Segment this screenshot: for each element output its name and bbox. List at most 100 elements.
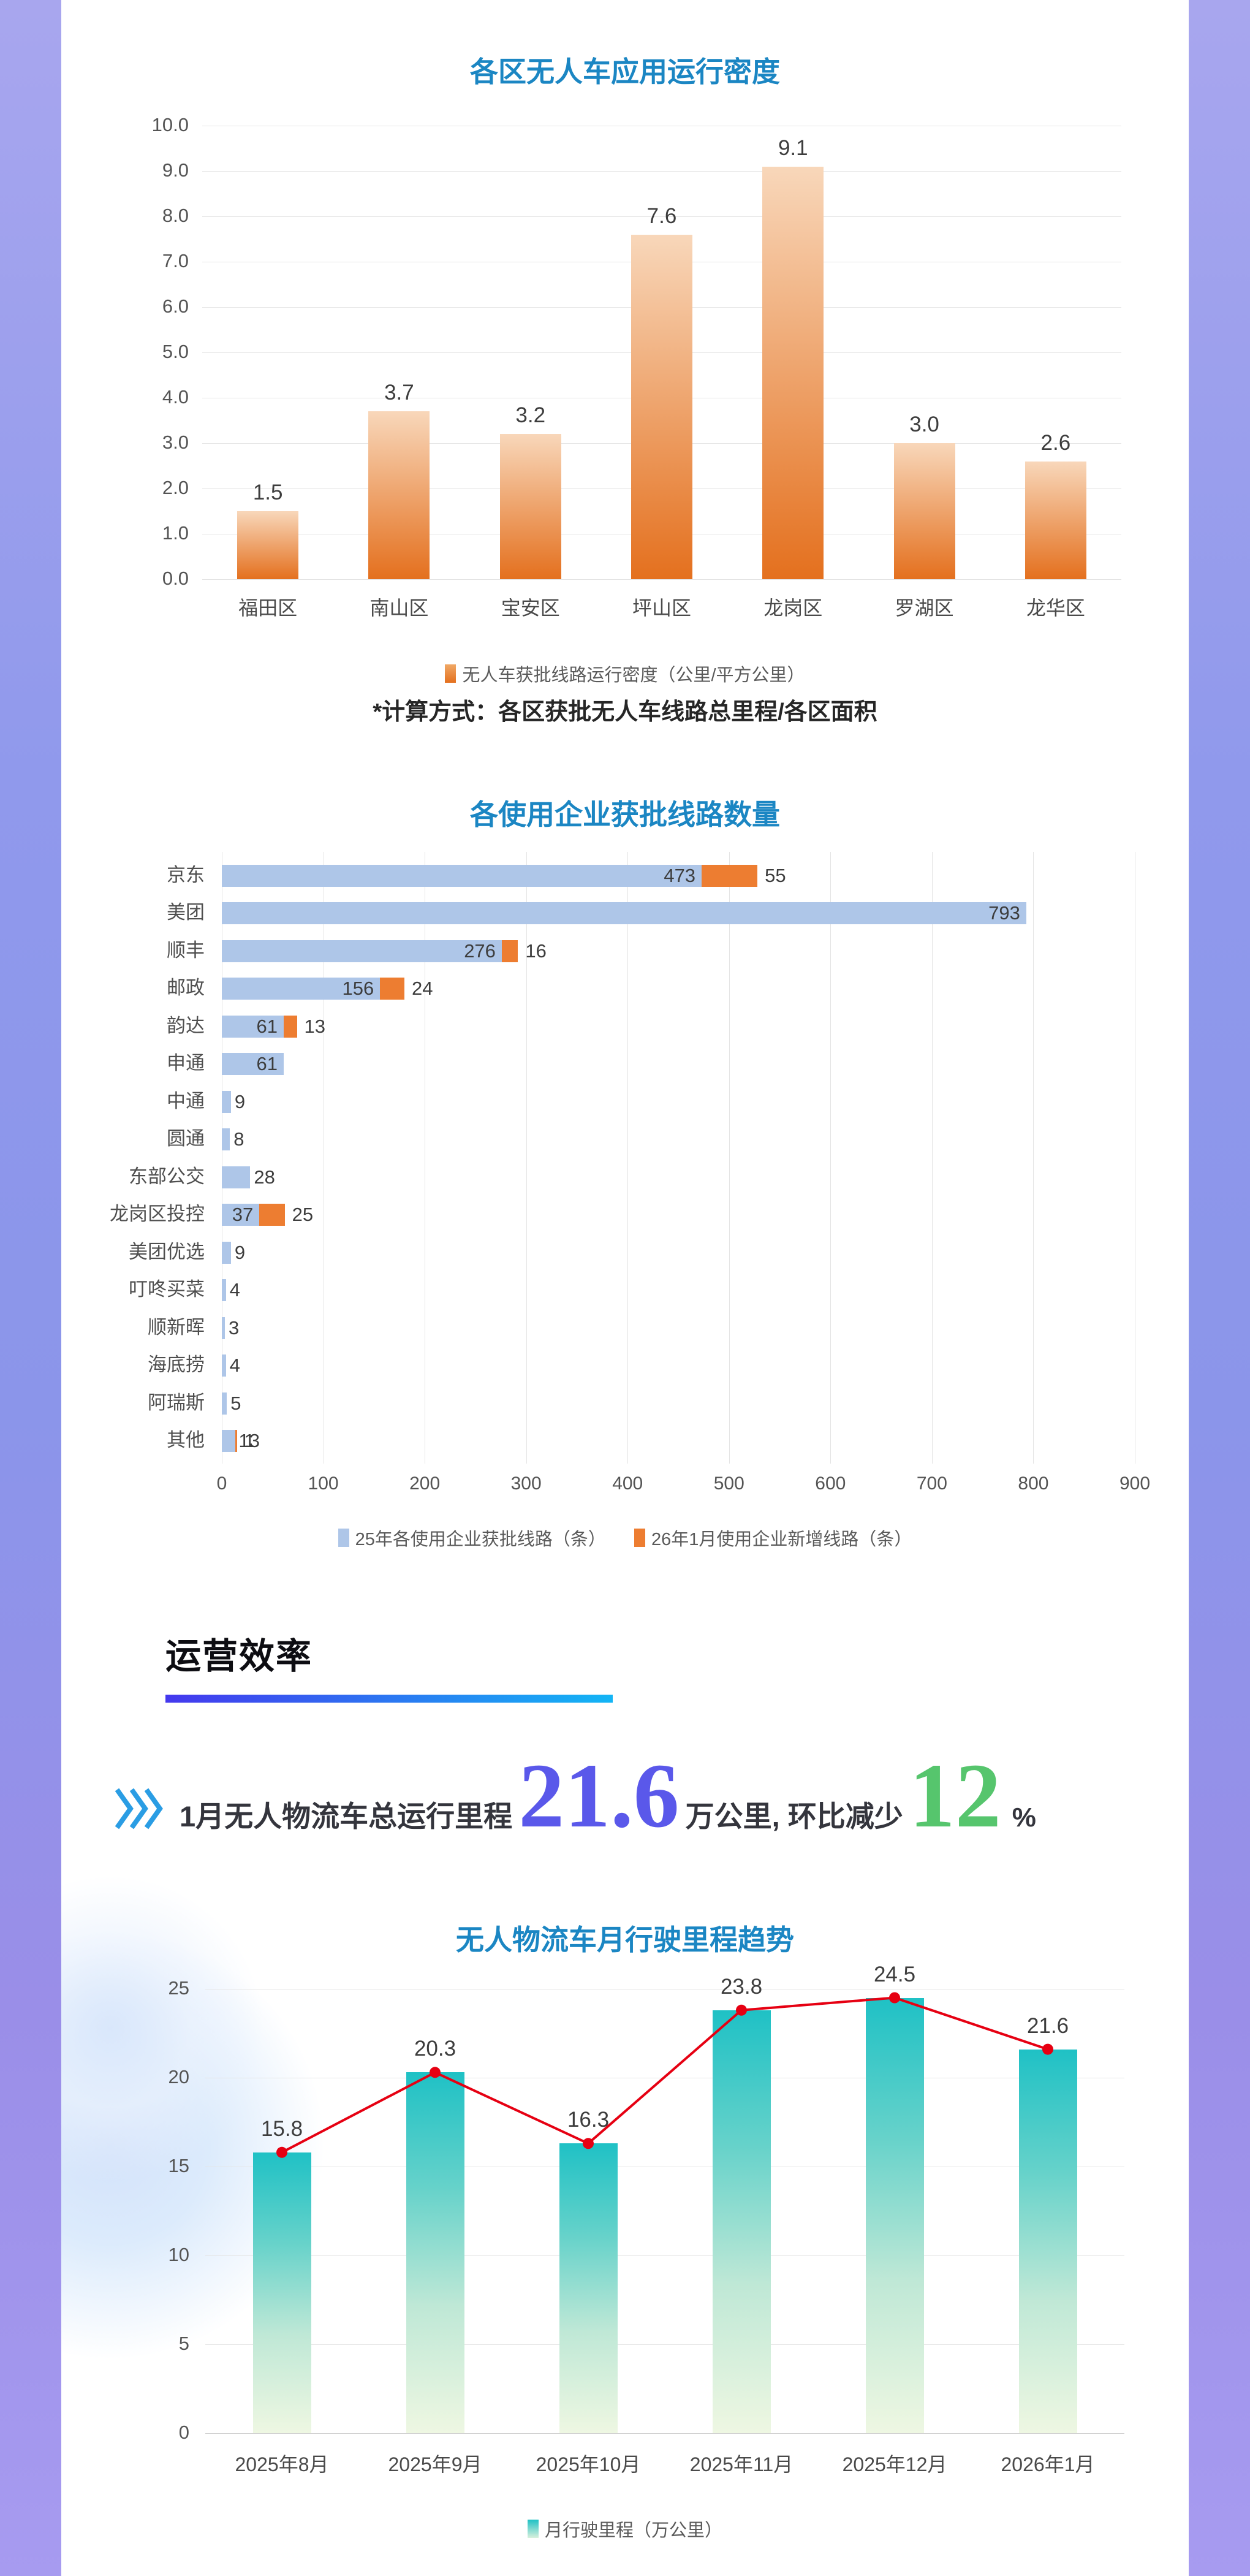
blue-bar-segment [222,940,502,962]
triple-chevron-right-icon [113,1785,166,1836]
row-category-label: 京东 [167,864,205,886]
orange-value-label: 1 [244,1430,255,1452]
orange-value-label: 16 [525,940,547,962]
blue-value-label: 4 [229,1279,240,1301]
blue-value-label: 9 [234,1090,246,1112]
bar-value-label: 3.2 [515,403,546,428]
kpi-percent-sign: % [1012,1803,1036,1833]
blue-value-label: 37 [232,1204,254,1226]
point-value-label: 23.8 [720,1974,763,1999]
row-category-label: 叮咚买菜 [129,1279,205,1301]
blue-bar-segment [222,978,381,1000]
y-tick-label: 10 [168,2244,189,2265]
gridline [526,852,527,1464]
density-legend-label: 无人车获批线路运行密度（公里/平方公里） [462,666,805,685]
blue-bar-segment [222,1053,284,1076]
kpi-value: 21.6 [518,1745,680,1847]
category-label: 南山区 [369,597,429,619]
blue-value-label: 3 [228,1316,240,1339]
column-bar [1025,461,1086,579]
blue-bar-segment [222,1316,225,1339]
mileage-trend-chart-title: 无人物流车月行驶里程趋势 [456,1923,794,1956]
category-label: 2025年8月 [235,2453,329,2475]
y-tick-label: 6.0 [162,295,189,317]
mileage-trend-chart: 0 5 10 15 20 25 15.8 2025年8月 20.3 2025年9月 16.3 2025… [61,1961,1189,2507]
y-tick-label: 1.0 [162,522,189,544]
district-density-legend: 无人车获批线路运行密度（公里/平方公里） [61,661,1189,686]
row-category-label: 海底捞 [148,1354,205,1376]
mileage-column-bar [1018,2049,1077,2433]
gridline [627,852,629,1464]
y-tick-label: 15 [168,2155,189,2176]
row-category-label: 美团 [167,902,205,924]
blue-bar-segment [222,902,1026,925]
orange-value-label: 55 [765,864,786,886]
x-tick-label: 200 [409,1473,441,1494]
orange-bar-segment [235,1430,237,1453]
gridline [202,579,1121,580]
y-tick-label: 4.0 [162,386,189,408]
blue-value-label: 61 [256,1015,278,1037]
gridline [729,852,730,1464]
background-right-strip [1189,0,1250,2576]
x-tick-label: 900 [1119,1473,1151,1494]
blue-bar-segment [222,1354,226,1377]
y-tick-label: 8.0 [162,205,189,226]
category-label: 2025年9月 [388,2453,482,2475]
gridline [205,2344,1124,2345]
section-title: 运营效率 [165,1636,313,1676]
column-bar [237,511,299,579]
gridline [205,2255,1124,2256]
row-category-label: 邮政 [167,977,205,999]
gridline [202,171,1121,172]
blue-value-label: 9 [234,1241,246,1263]
x-tick-label: 700 [916,1473,947,1494]
blue-bar-segment [222,1392,227,1415]
y-tick-label: 10.0 [151,114,189,135]
line-marker [736,2004,747,2016]
orange-bar-segment [702,864,758,887]
row-category-label: 韵达 [167,1014,205,1036]
section-header: 运营效率 [165,1627,613,1703]
orange-bar-segment [501,940,518,962]
x-tick-label: 500 [713,1473,744,1494]
bar-value-label: 1.5 [252,481,283,504]
line-marker [583,2138,594,2149]
gridline [202,216,1121,217]
category-label: 2025年10月 [536,2453,641,2475]
point-value-label: 21.6 [1026,2013,1069,2038]
x-tick-label: 800 [1018,1473,1049,1494]
kpi-line: 1月无人物流车总运行里程 21.6 万公里, 环比减少 12 % [113,1745,1036,1847]
bar-value-label: 3.7 [384,381,414,405]
gridline [830,852,831,1464]
row-category-label: 阿瑞斯 [148,1391,205,1413]
point-value-label: 20.3 [414,2037,456,2061]
column-bar [368,411,430,579]
content-panel: 各区无人车应用运行密度 0.0 1.0 2.0 3.0 4.0 5.0 6.0 7.0 8.0 9… [61,0,1189,2576]
line-marker [276,2146,287,2158]
blue-value-label: 156 [342,978,374,1000]
blue-bar-segment [222,1204,260,1226]
mileage-legend-label: 月行驶里程（万公里） [544,2521,722,2540]
row-category-label: 申通 [167,1052,205,1074]
gridline [1033,852,1034,1464]
y-tick-label: 7.0 [162,250,189,272]
category-label: 龙华区 [1026,597,1085,619]
x-tick-label: 600 [815,1473,846,1494]
category-label: 罗湖区 [895,597,954,619]
mileage-column-bar [406,2072,464,2433]
orange-bar-segment [259,1204,285,1226]
line-marker [1042,2043,1053,2055]
y-tick-label: 9.0 [162,159,189,181]
y-tick-label: 2.0 [162,477,189,498]
blue-value-label: 473 [664,864,696,886]
column-bar [631,234,692,579]
kpi-prefix: 1月无人物流车总运行里程 [180,1800,513,1833]
blue-value-label: 276 [464,940,496,962]
row-category-label: 美团优选 [129,1241,205,1263]
background-left-strip [0,0,61,2576]
routes-2026-legend-swatch-icon [634,1529,645,1547]
orange-bar-segment [380,978,404,1000]
kpi-percent-value: 12 [909,1745,1001,1847]
district-density-chart-title: 各区无人车应用运行密度 [470,55,780,88]
